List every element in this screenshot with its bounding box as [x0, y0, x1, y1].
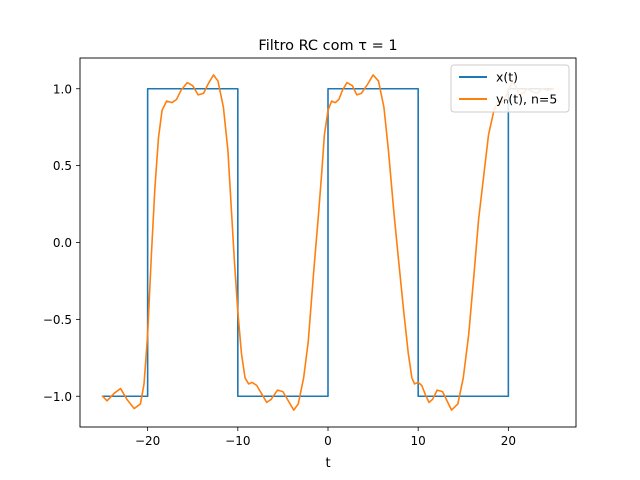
x-tick-label: 20: [501, 434, 516, 448]
y-axis: −1.0 −0.5 0.0 0.5 1.0: [43, 82, 80, 404]
x-axis: −20 −10 0 10 20: [135, 427, 516, 448]
legend-label-x: x(t): [496, 70, 518, 85]
y-tick-label: −0.5: [43, 313, 72, 327]
legend: x(t) yₙ(t), n=5: [450, 64, 570, 113]
legend-label-yn: yₙ(t), n=5: [496, 92, 557, 107]
series-line-0: [101, 87, 555, 398]
y-tick-label: −1.0: [43, 390, 72, 404]
x-tick-label: 10: [411, 434, 426, 448]
y-tick-label: 0.5: [53, 159, 72, 173]
series-layer: [101, 74, 555, 411]
x-tick-label: −10: [225, 434, 250, 448]
x-axis-label: t: [325, 456, 330, 471]
x-tick-label: −20: [135, 434, 160, 448]
y-tick-label: 0.0: [53, 236, 72, 250]
x-tick-label: 0: [324, 434, 332, 448]
chart-title: Filtro RC com τ = 1: [258, 38, 397, 54]
y-tick-label: 1.0: [53, 82, 72, 96]
series-line-1: [101, 74, 555, 411]
